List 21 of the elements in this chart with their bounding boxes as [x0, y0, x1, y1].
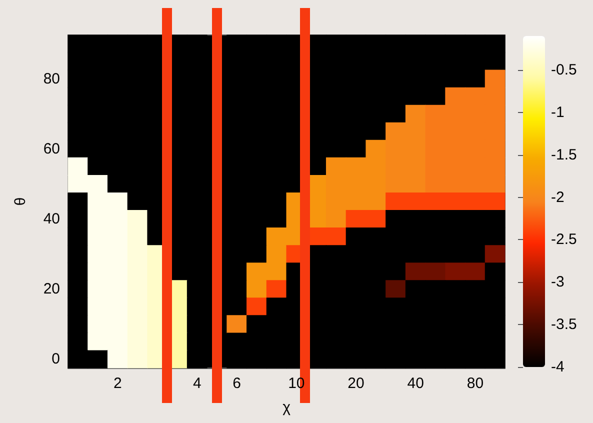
color-bar-label: -2.5	[551, 231, 577, 248]
x-tick-label: 40	[407, 375, 424, 392]
color-bar-label: -0.5	[551, 61, 577, 78]
y-tick-label: 60	[43, 140, 60, 158]
x-tick-label: 4	[192, 375, 202, 392]
color-bar-label: -3.5	[551, 316, 577, 334]
color-bar-label: -4	[551, 358, 564, 376]
y-tick-label: 0	[52, 350, 60, 368]
x-tick-label: 80	[466, 375, 484, 392]
x-tick-label: 6	[232, 375, 242, 392]
color-bar-label: -2	[551, 188, 564, 206]
y-tick-label: 40	[43, 210, 60, 228]
x-tick-label: 2	[113, 375, 122, 392]
x-axis-title: χ	[282, 399, 291, 416]
y-tick-label: 20	[43, 280, 60, 298]
color-bar-label: -1	[551, 104, 564, 121]
color-bar-label: -1.5	[551, 146, 577, 164]
x-tick-label: 20	[348, 375, 364, 392]
color-bar-label: -3	[551, 274, 564, 291]
y-axis-title: θ	[12, 197, 29, 206]
y-tick-label: 80	[43, 70, 60, 88]
